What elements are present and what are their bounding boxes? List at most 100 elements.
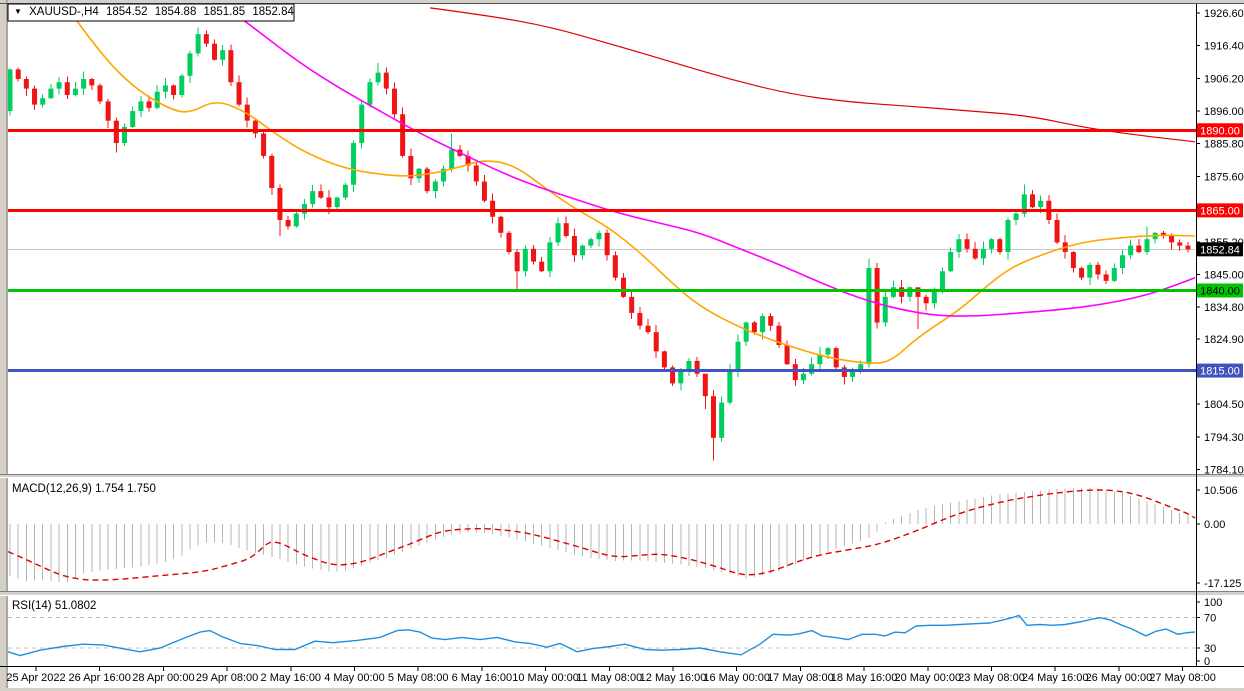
candle-body [588, 239, 594, 246]
candle-body [113, 120, 119, 144]
candle-body [465, 155, 471, 166]
candle [449, 133, 455, 172]
price-badge-label: 1890.00 [1200, 125, 1240, 137]
candle-body [604, 232, 610, 256]
candle-body [637, 312, 643, 326]
candle-body [236, 82, 242, 105]
candle [792, 358, 798, 387]
candle [1128, 239, 1134, 260]
candle [588, 237, 594, 248]
panel-separator[interactable] [0, 474, 1244, 478]
candle [23, 76, 29, 96]
candle [980, 241, 986, 266]
ohlc-close: 1852.84 [252, 6, 294, 18]
collapse-arrow-icon[interactable]: ▼ [14, 7, 22, 16]
candle [686, 357, 692, 376]
candle [522, 245, 528, 277]
candle [743, 321, 749, 347]
candle-body [1021, 194, 1027, 214]
candle [882, 290, 888, 327]
candle-body [261, 133, 267, 156]
candle [637, 306, 643, 330]
candle [841, 364, 847, 385]
candle-body [751, 322, 757, 333]
candle-body [449, 149, 455, 169]
candle [351, 140, 357, 193]
time-tick-label: 18 May 16:00 [831, 672, 898, 684]
candle-body [1087, 264, 1093, 278]
candle-body [498, 216, 504, 233]
candle [187, 50, 193, 84]
candle [506, 231, 512, 255]
candle-body [48, 88, 54, 99]
candle [1185, 241, 1191, 253]
candle-body [269, 155, 275, 188]
candle-body [32, 88, 38, 105]
candle [596, 230, 602, 247]
candle-body [301, 203, 307, 214]
candle [989, 238, 995, 254]
main-price-panel[interactable] [8, 7, 1197, 461]
candle [105, 99, 111, 128]
candle [228, 44, 234, 86]
candle [56, 77, 62, 95]
candle-body [359, 104, 365, 144]
panel-separator[interactable] [0, 591, 1244, 596]
candle-body [334, 197, 340, 208]
candle-body [768, 316, 774, 326]
candle-body [1070, 252, 1076, 269]
candle-body [571, 235, 577, 256]
candle-body [915, 287, 921, 297]
candle-body [661, 351, 667, 368]
time-axis: 25 Apr 2022 26 Apr 16:00 28 Apr 00:00 29 Ap… [6, 667, 1216, 684]
rsi-tick-label: 100 [1204, 597, 1222, 609]
candle-body [514, 252, 520, 272]
price-badge-label: 1865.00 [1200, 205, 1240, 217]
candle-body [1038, 200, 1044, 208]
candle-body [580, 245, 586, 256]
candle [162, 78, 168, 99]
candle-body [899, 287, 905, 297]
candle-body [890, 287, 896, 297]
candle [694, 357, 700, 377]
price-badge-label: 1840.00 [1200, 285, 1240, 297]
candle-body [1144, 239, 1150, 253]
candle [563, 216, 569, 238]
candle-body [56, 82, 62, 89]
ohlc-low: 1851.85 [203, 6, 246, 18]
candle [964, 233, 970, 253]
candle-body [612, 255, 618, 278]
candle-body [391, 88, 397, 115]
candle-body [710, 396, 716, 438]
candle-body [923, 296, 929, 304]
candle-body [1177, 242, 1183, 246]
candle-body [1185, 245, 1191, 250]
candle-body [784, 344, 790, 365]
candle-body [686, 360, 692, 371]
candle [285, 216, 291, 230]
candle-body [40, 98, 46, 105]
candle-body [171, 85, 177, 96]
candle-body [621, 277, 626, 297]
candle-body [1005, 219, 1011, 253]
candle-body [228, 50, 234, 83]
price-tick-label: 1794.30 [1204, 432, 1244, 444]
candle [1144, 226, 1150, 256]
candle-body [972, 248, 978, 259]
candle-body [776, 325, 782, 345]
candle-body [179, 75, 185, 96]
candle [1119, 250, 1125, 274]
time-tick-label: 25 Apr 2022 [6, 672, 65, 684]
candle [154, 85, 160, 110]
rsi-panel[interactable] [7, 614, 1196, 657]
candle-body [735, 341, 741, 371]
candle-body [522, 248, 528, 272]
macd-panel[interactable] [7, 487, 1196, 583]
ma-slow-red-line [429, 7, 1196, 143]
candle [236, 75, 242, 107]
candle [72, 82, 78, 97]
candle-body [539, 261, 545, 272]
macd-tick-label: 0.00 [1204, 519, 1225, 531]
candle-body [882, 296, 888, 323]
